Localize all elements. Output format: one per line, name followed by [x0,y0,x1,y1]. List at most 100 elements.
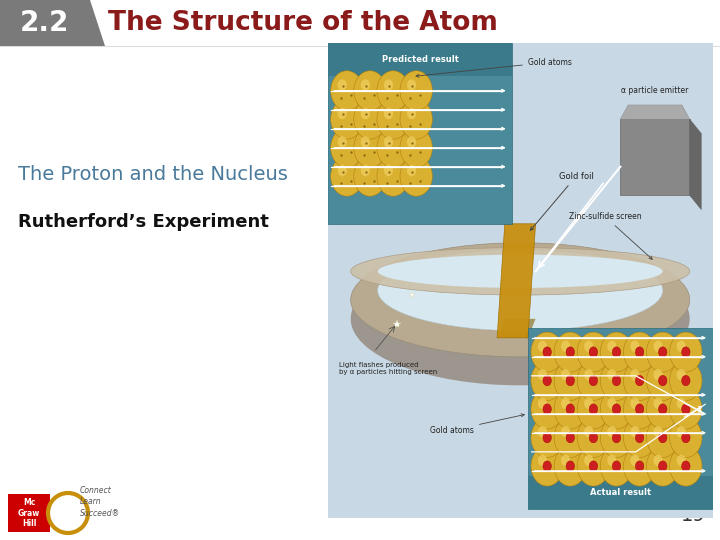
Circle shape [682,433,690,443]
Circle shape [531,332,563,372]
Circle shape [384,165,393,176]
Circle shape [361,108,370,119]
Circle shape [647,446,679,486]
Circle shape [635,433,644,443]
Circle shape [631,369,639,381]
Circle shape [631,341,639,352]
Circle shape [612,461,621,471]
Circle shape [543,404,552,414]
Circle shape [400,99,433,139]
Circle shape [631,455,639,466]
Circle shape [561,426,570,437]
Polygon shape [497,319,536,338]
Circle shape [670,446,702,486]
Circle shape [543,461,552,471]
Circle shape [377,71,409,111]
Circle shape [624,332,656,372]
Circle shape [624,361,656,401]
Polygon shape [690,119,701,210]
Text: The Proton and the Nucleus: The Proton and the Nucleus [18,165,288,185]
Circle shape [654,341,662,352]
Circle shape [635,404,644,414]
FancyBboxPatch shape [621,119,690,195]
Circle shape [566,347,575,357]
Circle shape [677,455,686,466]
Circle shape [612,347,621,357]
Circle shape [677,397,686,409]
Circle shape [600,389,633,429]
Circle shape [654,455,662,466]
Circle shape [654,369,662,381]
Circle shape [659,347,667,357]
Text: Zinc-sulfide screen: Zinc-sulfide screen [569,212,652,259]
Circle shape [677,341,686,352]
FancyBboxPatch shape [8,494,50,532]
Circle shape [361,79,370,91]
Circle shape [589,404,598,414]
Circle shape [543,375,552,386]
Circle shape [577,332,610,372]
Circle shape [670,332,702,372]
Circle shape [584,341,593,352]
Circle shape [607,455,616,466]
Circle shape [612,375,621,386]
Circle shape [554,389,587,429]
Circle shape [647,417,679,457]
FancyBboxPatch shape [328,43,713,518]
Circle shape [561,341,570,352]
Circle shape [682,375,690,386]
Text: Gold atoms: Gold atoms [416,58,572,77]
Circle shape [384,136,393,148]
Circle shape [407,108,416,119]
FancyBboxPatch shape [528,328,713,509]
Circle shape [607,426,616,437]
Polygon shape [621,105,690,119]
Circle shape [607,341,616,352]
Circle shape [561,397,570,409]
Circle shape [330,128,363,168]
Ellipse shape [378,255,662,288]
Circle shape [635,375,644,386]
Circle shape [538,341,547,352]
Text: The Structure of the Atom: The Structure of the Atom [108,10,498,36]
Circle shape [659,433,667,443]
Circle shape [554,332,587,372]
Circle shape [566,461,575,471]
Circle shape [330,99,363,139]
Circle shape [561,455,570,466]
Text: Mc
Graw
Hill: Mc Graw Hill [18,498,40,528]
Text: Gold foil: Gold foil [531,172,593,231]
Circle shape [354,128,386,168]
Text: Connect
Learn
Succeed®: Connect Learn Succeed® [80,485,120,518]
Circle shape [654,426,662,437]
Circle shape [361,165,370,176]
Circle shape [589,347,598,357]
Text: α particle emitter: α particle emitter [621,86,689,96]
Text: 2.2: 2.2 [19,9,68,37]
Circle shape [659,461,667,471]
Circle shape [531,446,563,486]
Text: Gold atoms: Gold atoms [430,414,524,435]
Circle shape [577,389,610,429]
Circle shape [538,369,547,381]
Circle shape [361,136,370,148]
Circle shape [538,426,547,437]
Circle shape [612,404,621,414]
Circle shape [659,375,667,386]
FancyBboxPatch shape [528,476,713,509]
Circle shape [577,361,610,401]
Circle shape [682,347,690,357]
Circle shape [612,433,621,443]
Circle shape [554,361,587,401]
Circle shape [554,417,587,457]
Circle shape [607,397,616,409]
Circle shape [682,461,690,471]
Circle shape [538,455,547,466]
Circle shape [566,404,575,414]
Ellipse shape [351,243,690,357]
Ellipse shape [378,250,662,330]
Polygon shape [0,0,105,46]
Circle shape [384,79,393,91]
Text: 19: 19 [681,506,706,525]
Circle shape [531,389,563,429]
